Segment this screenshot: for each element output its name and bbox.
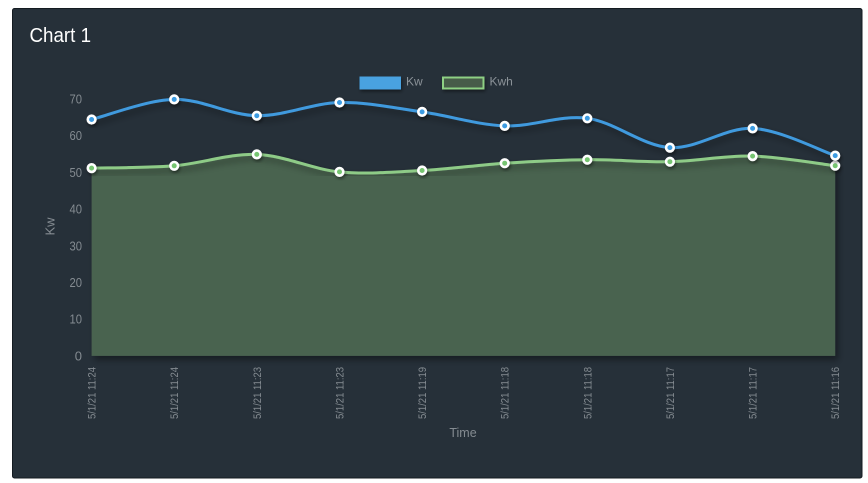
svg-text:5/1/21 11:18: 5/1/21 11:18 xyxy=(582,367,594,419)
svg-text:0: 0 xyxy=(75,348,82,363)
svg-text:Kw: Kw xyxy=(406,75,423,89)
svg-text:10: 10 xyxy=(70,312,83,327)
svg-text:50: 50 xyxy=(70,165,83,180)
svg-text:Time: Time xyxy=(449,426,476,440)
svg-text:5/1/21 11:17: 5/1/21 11:17 xyxy=(748,367,760,419)
svg-text:5/1/21 11:16: 5/1/21 11:16 xyxy=(830,367,842,419)
svg-text:5/1/21 11:18: 5/1/21 11:18 xyxy=(500,367,512,419)
svg-text:5/1/21 11:17: 5/1/21 11:17 xyxy=(665,367,677,419)
svg-text:5/1/21 11:19: 5/1/21 11:19 xyxy=(417,367,429,419)
svg-text:40: 40 xyxy=(70,202,83,217)
svg-text:5/1/21 11:24: 5/1/21 11:24 xyxy=(87,367,99,419)
svg-text:5/1/21 11:23: 5/1/21 11:23 xyxy=(252,367,264,419)
svg-text:Kw: Kw xyxy=(42,217,57,236)
svg-text:70: 70 xyxy=(70,91,83,106)
svg-text:20: 20 xyxy=(70,275,83,290)
svg-text:Chart 1: Chart 1 xyxy=(30,24,92,47)
svg-text:30: 30 xyxy=(70,238,83,253)
svg-text:5/1/21 11:23: 5/1/21 11:23 xyxy=(335,367,347,419)
svg-text:Kwh: Kwh xyxy=(490,75,513,89)
svg-text:60: 60 xyxy=(70,128,83,143)
svg-text:5/1/21 11:24: 5/1/21 11:24 xyxy=(169,367,181,419)
